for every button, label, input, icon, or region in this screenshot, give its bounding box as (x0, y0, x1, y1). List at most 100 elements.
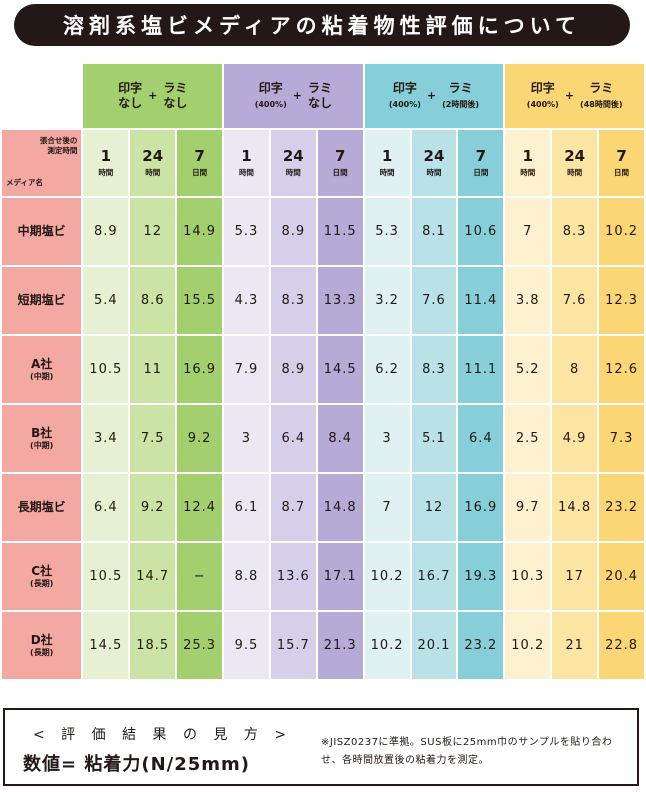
page-title-text: 溶剤系塩ビメディアの粘着物性評価について (63, 14, 581, 38)
plus-sign: + (564, 89, 575, 103)
plus-sign: + (148, 89, 158, 103)
value-cell: 12.6 (599, 336, 644, 403)
time-unit: 時間 (567, 167, 583, 177)
value-cell: 8.1 (411, 198, 457, 265)
time-unit: 時間 (379, 167, 395, 177)
group-print-sub: なし (118, 96, 143, 110)
value-cell: 3.2 (364, 267, 410, 334)
time-number: 7 (334, 147, 346, 166)
group-lami-label: ラミ (2時間後) (442, 81, 479, 111)
value-cell: 17.1 (317, 543, 363, 610)
legend-text: ※JISZ0237に準拠。SUS板に25mm巾のサンプルを貼り合わせ、各時間放置… (321, 737, 613, 766)
group-lami-sub: なし (163, 96, 188, 110)
group-print-label: 印字 (400%) (389, 81, 421, 111)
media-name-text: B社 (31, 426, 53, 440)
group-lami-label: ラミ なし (308, 81, 332, 111)
value-cell: 25.3 (177, 612, 223, 679)
value-cell: 9.7 (505, 474, 551, 541)
time-number: 1 (381, 147, 393, 166)
value-cell: 3 (224, 405, 269, 472)
plus-sign: + (292, 89, 302, 103)
legend-box: < 評 価 結 果 の 見 方 > 数値= 粘着力(N/25mm) ※JISZ0… (3, 708, 639, 786)
group-lami-sub: (48時間後) (580, 100, 623, 109)
value-cell: 8.4 (317, 405, 363, 472)
value-cell: 9.2 (177, 405, 223, 472)
group-header-4: 印字 (400%) + ラミ (48時間後) (505, 64, 644, 128)
value-cell: 5.3 (224, 198, 269, 265)
value-cell: 6.4 (83, 474, 129, 541)
value-cell: 8.9 (270, 198, 316, 265)
value-cell: 10.5 (83, 543, 129, 610)
time-number: 24 (142, 147, 164, 166)
value-cell: 5.2 (505, 336, 551, 403)
blank-cell (2, 64, 81, 128)
media-name: D社 (長期) (2, 612, 82, 679)
value-cell: 8.3 (270, 267, 316, 334)
time-header: 24 時間 (270, 130, 316, 196)
group-print-sub: (400%) (254, 100, 287, 109)
value-cell: 10.2 (599, 198, 644, 265)
time-header: 24 時間 (552, 130, 598, 196)
table-row: A社 (中期) 10.5 11 16.9 7.9 8.9 14.5 6.2 8.3 11.1 5.2 8… (2, 336, 644, 403)
corner-header: 張合せ後の 測定時間 メディア名 (2, 130, 82, 196)
value-cell: 11 (130, 336, 176, 403)
value-cell: 11.1 (458, 336, 504, 403)
value-cell: 7.5 (130, 405, 176, 472)
value-cell: 15.5 (177, 267, 223, 334)
value-cell: 6.2 (364, 336, 410, 403)
group-lami-label: ラミ なし (163, 81, 187, 111)
value-cell: 3.4 (83, 405, 129, 472)
corner-line2: 測定時間 (47, 146, 78, 156)
group-print-label: 印字 なし (118, 81, 142, 111)
group-lami-main: ラミ (163, 81, 188, 95)
value-cell: 7 (364, 474, 410, 541)
value-cell: 2.5 (505, 405, 551, 472)
value-cell: 8.7 (270, 474, 316, 541)
value-cell: 14.8 (317, 474, 363, 541)
value-cell: 7.6 (411, 267, 457, 334)
group-lami-sub: なし (307, 96, 332, 110)
value-cell: 9.5 (224, 612, 269, 679)
value-cell: 13.3 (317, 267, 363, 334)
time-header: 24 時間 (411, 130, 457, 196)
time-unit: 時間 (98, 167, 114, 177)
value-cell: 23.2 (599, 474, 644, 541)
value-cell: 5.1 (411, 405, 457, 472)
media-name: A社 (中期) (2, 336, 82, 403)
time-unit: 日間 (192, 167, 208, 177)
value-cell: 12.3 (599, 267, 644, 334)
value-cell: 7.6 (552, 267, 598, 334)
table-row: 長期塩ビ 6.4 9.2 12.4 6.1 8.7 14.8 7 12 16.9 9.7 14.8 23… (2, 474, 644, 541)
media-name-text: 中期塩ビ (17, 224, 66, 239)
value-cell: 12.4 (177, 474, 223, 541)
adhesion-table: 印字 なし+ラミ なし 印字 (400%)+ラミ なし 印字 (400%)+ラミ (2時間後) 印… (0, 62, 646, 681)
time-unit: 日間 (473, 167, 489, 177)
media-name: 長期塩ビ (2, 474, 82, 541)
time-unit: 日間 (332, 167, 348, 177)
media-name-sub: (長期) (30, 579, 54, 589)
group-lami-main: ラミ (307, 81, 332, 95)
group-lami-main: ラミ (448, 81, 473, 95)
media-name-sub: (中期) (30, 372, 54, 382)
value-cell: 8.6 (130, 267, 176, 334)
group-lami-sub: (2時間後) (442, 100, 480, 109)
value-cell: 20.4 (599, 543, 644, 610)
page-title: 溶剤系塩ビメディアの粘着物性評価について (14, 4, 630, 46)
group-print-sub: (400%) (526, 100, 559, 109)
time-number: 7 (616, 147, 627, 166)
value-cell: 7.3 (599, 405, 644, 472)
value-cell: 11.4 (458, 267, 504, 334)
value-cell: 12 (130, 198, 176, 265)
corner-media-label: メディア名 (6, 178, 43, 187)
plus-sign: + (426, 89, 437, 103)
value-cell: 23.2 (458, 612, 504, 679)
value-cell: 7.9 (224, 336, 269, 403)
group-print-main: 印字 (392, 81, 417, 95)
table-row: B社 (中期) 3.4 7.5 9.2 3 6.4 8.4 3 5.1 6.4 2.5 4.9 7.3 (2, 405, 644, 472)
value-cell: 11.5 (317, 198, 363, 265)
time-header: 24 時間 (130, 130, 176, 196)
value-cell: 3.8 (505, 267, 551, 334)
media-name: 短期塩ビ (2, 267, 82, 334)
value-cell: 14.7 (130, 543, 176, 610)
time-number: 24 (564, 147, 586, 166)
